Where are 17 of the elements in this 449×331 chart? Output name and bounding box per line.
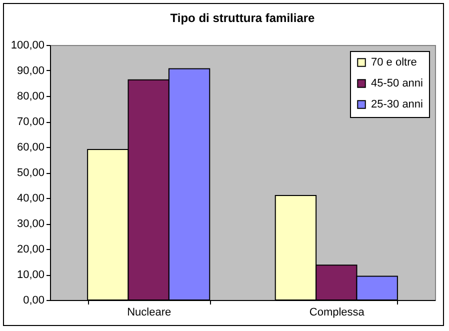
legend-label: 45-50 anni <box>371 78 423 90</box>
y-tick-label: 60,00 <box>16 142 44 154</box>
y-tick-label: 10,00 <box>16 269 44 281</box>
x-tick-label: Nucleare <box>127 306 172 318</box>
y-tick-label: 20,00 <box>16 244 44 256</box>
y-tick-label: 80,00 <box>16 90 44 102</box>
x-tick-label: Complessa <box>309 306 366 318</box>
chart-title: Tipo di struttura familiare <box>170 11 316 25</box>
y-tick-label: 40,00 <box>16 192 44 204</box>
y-tick-label: 0,00 <box>23 294 44 306</box>
y-tick-label: 100,00 <box>10 40 44 52</box>
y-tick-label: 30,00 <box>16 218 44 230</box>
legend-label: 25-30 anni <box>371 98 423 110</box>
y-tick-label: 50,00 <box>16 167 44 179</box>
y-tick-label: 70,00 <box>16 116 44 128</box>
y-tick-label: 90,00 <box>16 65 44 77</box>
legend-label: 70 e oltre <box>371 56 417 68</box>
